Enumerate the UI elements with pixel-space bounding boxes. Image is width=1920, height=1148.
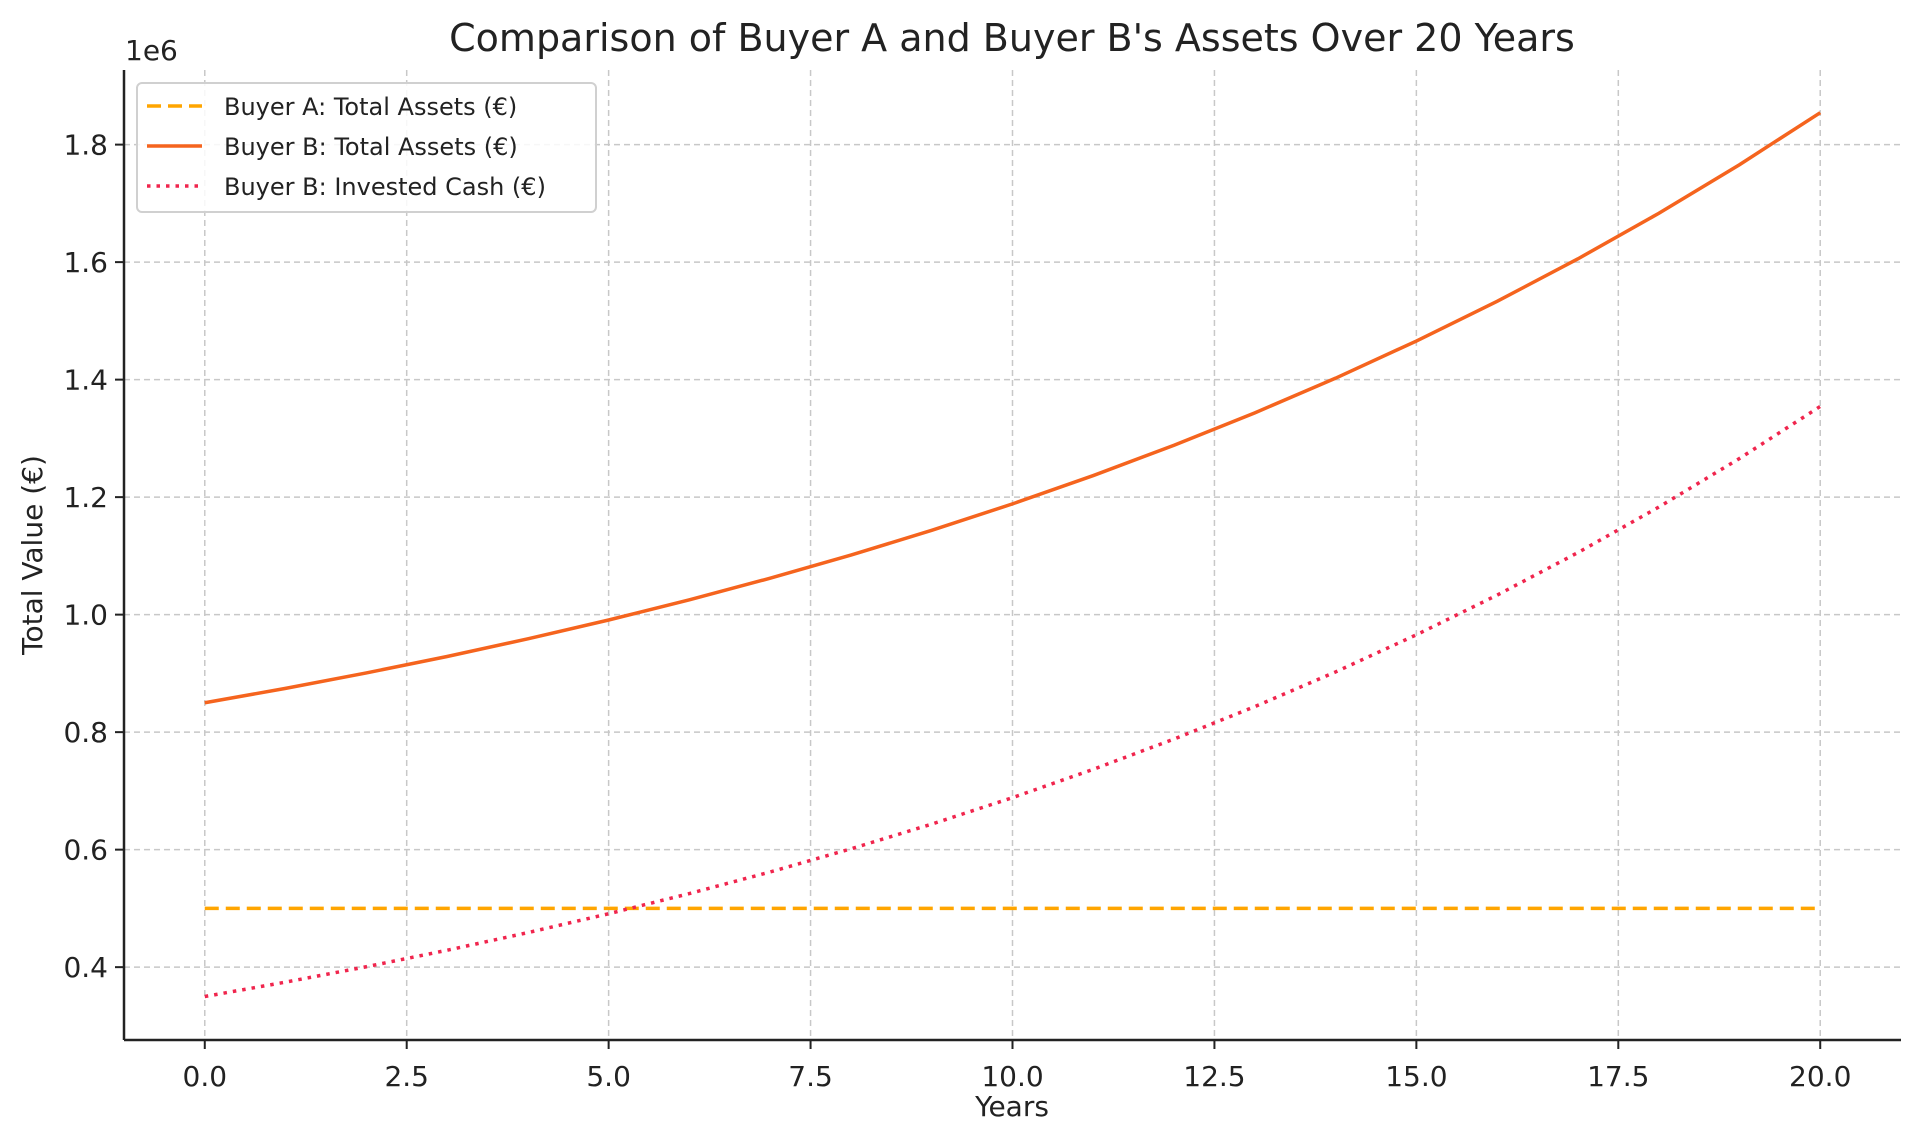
x-tick-label: 0.0: [183, 1060, 228, 1093]
x-tick-label: 5.0: [586, 1060, 631, 1093]
y-tick-label: 0.6: [63, 834, 108, 867]
y-tick-label: 1.8: [63, 129, 108, 162]
y-axis-label: Total Value (€): [16, 455, 49, 656]
y-tick-label: 0.8: [63, 716, 108, 749]
y-tick-label: 1.0: [63, 599, 108, 632]
legend: Buyer A: Total Assets (€) Buyer B: Total …: [136, 82, 597, 213]
x-tick-label: 12.5: [1183, 1060, 1245, 1093]
x-tick-label: 7.5: [788, 1060, 833, 1093]
legend-label: Buyer B: Invested Cash (€): [224, 173, 546, 201]
y-tick-label: 1.6: [63, 246, 108, 279]
y-offset-label: 1e6: [125, 34, 178, 67]
y-tick-label: 1.4: [63, 364, 108, 397]
grid: [124, 70, 1901, 1040]
ticks: 0.0 2.5 5.0 7.5 10.0 12.5 15.0 17.5 20.0 0.4 0.6 0.…: [63, 129, 1851, 1093]
y-tick-label: 1.2: [63, 481, 108, 514]
x-tick-label: 17.5: [1587, 1060, 1649, 1093]
x-tick-label: 20.0: [1789, 1060, 1851, 1093]
legend-box: [136, 82, 597, 213]
x-axis-label: Years: [974, 1090, 1049, 1123]
legend-label: Buyer B: Total Assets (€): [224, 133, 518, 161]
legend-label: Buyer A: Total Assets (€): [224, 93, 517, 121]
y-tick-label: 0.4: [63, 951, 108, 984]
x-tick-label: 2.5: [384, 1060, 429, 1093]
series-lines: [204, 111, 1822, 999]
x-tick-label: 10.0: [981, 1060, 1043, 1093]
x-tick-label: 15.0: [1385, 1060, 1447, 1093]
series-line: [204, 111, 1822, 705]
chart-title: Comparison of Buyer A and Buyer B's Asse…: [449, 16, 1575, 60]
